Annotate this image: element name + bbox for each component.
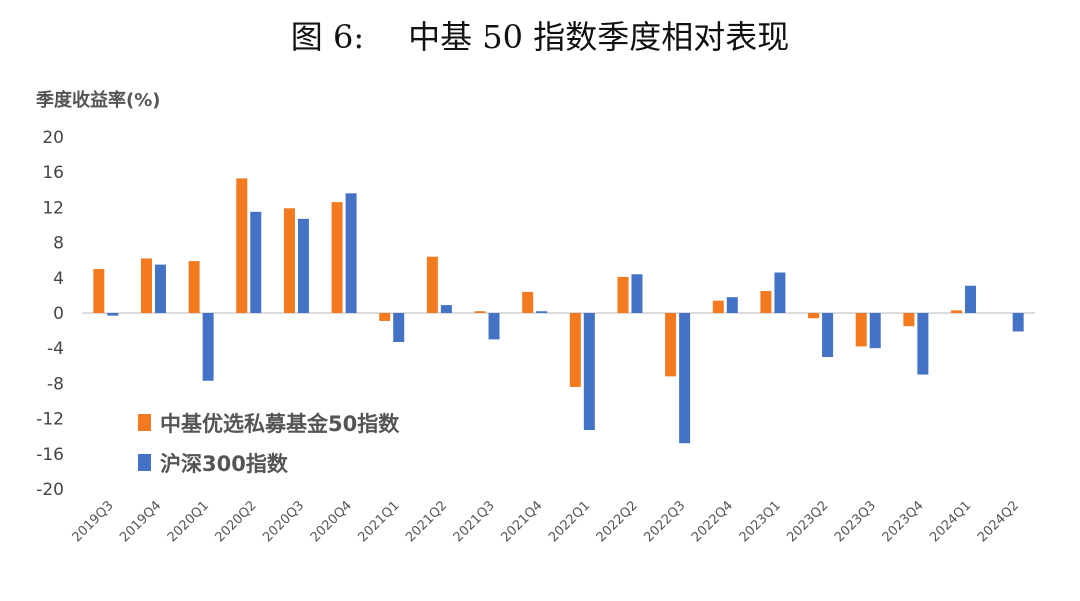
x-tick-label: 2022Q1 [546,498,593,545]
y-axis-label: 季度收益率(%) [36,89,161,111]
legend-swatch [138,414,151,431]
bar-hs300-2021Q3 [488,313,500,340]
x-tick-label: 2020Q2 [213,498,260,545]
bar-cn50-2020Q3 [283,208,295,313]
x-tick-label: 2019Q4 [117,498,164,545]
x-tick-label: 2022Q2 [594,498,641,545]
y-tick-label: -12 [36,410,64,430]
bar-hs300-2022Q4 [726,297,738,313]
x-tick-label: 2024Q1 [927,498,974,545]
bar-cn50-2021Q4 [522,291,534,313]
figure-title-text: 中基 50 指数季度相对表现 [408,18,790,56]
y-tick-label: -4 [47,339,64,359]
y-axis-ticks: 20 16 12 8 4 0 -4 -8 -12 -16 -20 [36,128,64,500]
bar-cn50-2022Q1 [569,313,581,387]
y-tick-label: -20 [36,480,64,500]
bar-cn50-2020Q2 [236,178,248,313]
x-tick-label: 2020Q3 [260,498,307,545]
x-tick-label: 2023Q4 [880,498,927,545]
x-tick-label: 2020Q1 [165,498,212,545]
y-tick-label: 20 [42,128,64,148]
bar-cn50-2020Q1 [188,261,200,313]
bar-hs300-2020Q1 [202,313,214,381]
x-tick-label: 2023Q2 [784,498,831,545]
y-tick-label: 8 [53,234,64,254]
bar-cn50-2022Q4 [712,300,724,313]
x-axis-ticks: 2019Q3 2019Q4 2020Q1 2020Q2 2020Q3 2020Q4 2021… [70,498,1022,545]
x-tick-label: 2023Q3 [832,498,879,545]
figure-title: 图 6: 中基 50 指数季度相对表现 [0,12,1080,58]
bar-cn50-2023Q1 [760,291,772,313]
bar-cn50-2022Q3 [665,313,677,377]
bar-hs300-2022Q3 [679,313,691,444]
bar-cn50-2024Q1 [951,310,963,313]
bar-hs300-2021Q2 [440,305,452,313]
x-tick-label: 2024Q2 [975,498,1022,545]
x-tick-label: 2022Q3 [641,498,688,545]
bar-cn50-2021Q2 [426,256,438,313]
x-tick-label: 2021Q1 [355,498,402,545]
bar-hs300-2021Q4 [536,311,548,313]
y-tick-label: -8 [47,374,64,394]
legend-label: 中基优选私募基金50指数 [160,412,400,436]
bar-cn50-2021Q1 [379,313,391,321]
bar-cn50-2022Q2 [617,276,629,313]
bar-hs300-2020Q4 [345,193,357,313]
bar-cn50-2019Q4 [140,258,152,313]
y-tick-label: 12 [42,198,64,218]
bar-cn50-2023Q4 [903,313,915,327]
y-tick-label: 4 [53,269,64,289]
y-tick-label: -16 [36,445,64,465]
bar-hs300-2020Q3 [297,218,309,313]
bar-cn50-2023Q2 [808,313,820,319]
bar-cn50-2023Q3 [855,313,867,347]
bar-hs300-2022Q1 [583,313,595,431]
bar-hs300-2020Q2 [250,211,262,313]
bar-hs300-2023Q3 [869,313,881,349]
x-tick-label: 2019Q3 [70,498,117,545]
bar-hs300-2024Q2 [1012,313,1024,332]
x-tick-label: 2020Q4 [308,498,355,545]
y-tick-label: 0 [53,304,64,324]
bar-hs300-2023Q1 [774,272,786,313]
bars [93,178,1024,444]
bar-cn50-2021Q3 [474,311,486,313]
figure-label: 图 6: [290,18,365,56]
bar-hs300-2019Q3 [107,313,119,316]
bar-hs300-2023Q2 [822,313,834,357]
x-tick-label: 2021Q2 [403,498,450,545]
legend-swatch [138,454,151,471]
x-tick-label: 2023Q1 [737,498,784,545]
x-tick-label: 2022Q4 [689,498,736,545]
bar-hs300-2021Q1 [393,313,405,343]
bar-hs300-2023Q4 [917,313,929,375]
bar-cn50-2020Q4 [331,202,343,313]
bar-cn50-2019Q3 [93,269,105,313]
bar-hs300-2024Q1 [965,285,977,313]
x-tick-label: 2021Q4 [498,498,545,545]
y-tick-label: 16 [42,163,64,183]
bar-hs300-2022Q2 [631,274,643,313]
bar-hs300-2019Q4 [154,264,166,313]
x-tick-label: 2021Q3 [451,498,498,545]
legend-label: 沪深300指数 [160,452,289,476]
